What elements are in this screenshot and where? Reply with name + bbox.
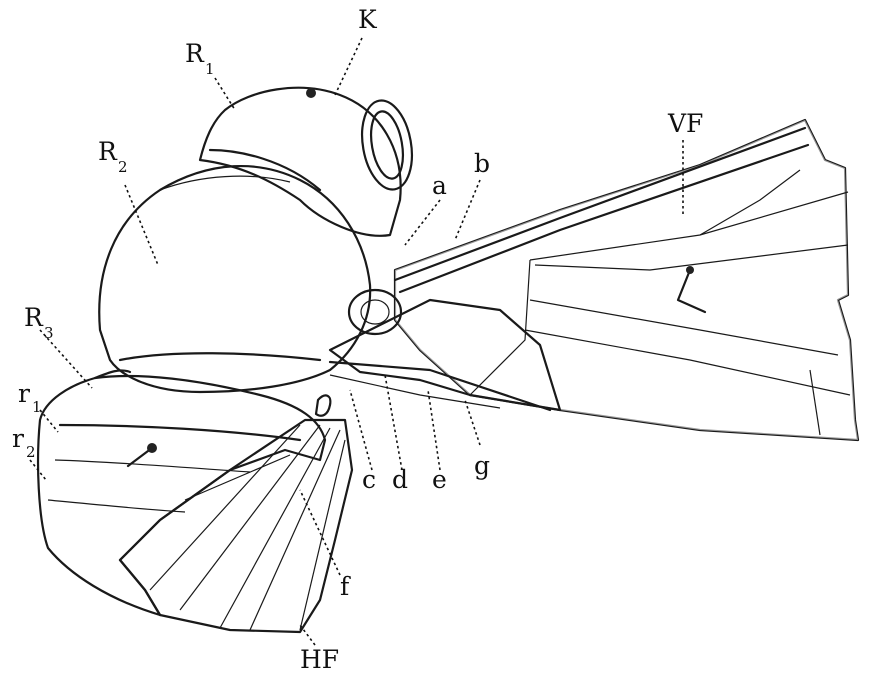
label-g: g — [474, 451, 490, 480]
wing-base-sclerites — [328, 288, 562, 412]
label-VF: VF — [667, 109, 703, 138]
label-R3: R — [24, 303, 44, 332]
label-r1-subscript: 1 — [32, 398, 42, 416]
label-HF: HF — [300, 645, 339, 674]
label-R1: R — [185, 39, 205, 68]
label-K: K — [358, 5, 378, 34]
label-R2: R — [98, 137, 118, 166]
label-f: f — [340, 572, 351, 601]
label-c: c — [362, 465, 376, 494]
label-b: b — [474, 149, 490, 178]
letter-labels: K R 1 R 2 R 3 r 1 r 2 VF a b c d e g f H… — [12, 5, 703, 674]
label-a: a — [432, 171, 447, 200]
label-R1-subscript: 1 — [205, 60, 215, 78]
label-r2-subscript: 2 — [26, 443, 36, 461]
fore-wing — [393, 118, 860, 442]
label-r2: r — [12, 424, 24, 453]
label-R3-subscript: 3 — [44, 324, 54, 342]
label-e: e — [432, 465, 447, 494]
label-leaders — [29, 37, 684, 646]
label-r1: r — [18, 379, 30, 408]
label-d: d — [392, 465, 408, 494]
label-R2-subscript: 2 — [118, 158, 128, 176]
thorax — [36, 86, 413, 617]
